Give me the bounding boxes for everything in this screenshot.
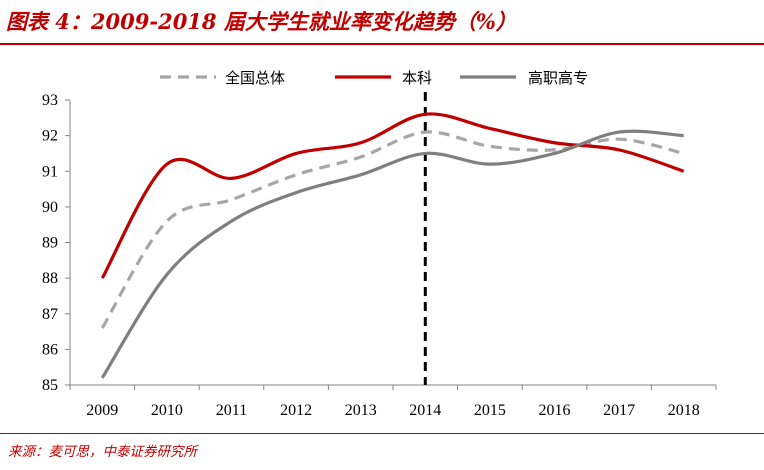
x-tick-label: 2010 bbox=[151, 402, 183, 419]
legend: 全国总体 本科 高职高专 bbox=[160, 69, 588, 87]
x-tick-label: 2017 bbox=[603, 402, 635, 419]
title-divider bbox=[0, 43, 764, 45]
legend-label-vocational: 高职高专 bbox=[528, 69, 588, 87]
x-tick-label: 2018 bbox=[668, 402, 700, 419]
axes: 85 86 87 88 89 90 91 92 93 2009 2010 2011 2012 2013 20… bbox=[42, 92, 717, 419]
y-tick-label: 89 bbox=[42, 235, 58, 252]
source-divider bbox=[0, 433, 764, 434]
x-tick-label: 2016 bbox=[539, 402, 571, 419]
y-tick-label: 92 bbox=[42, 128, 58, 145]
series-lines bbox=[100, 112, 685, 379]
x-tick-label: 2013 bbox=[345, 402, 377, 419]
y-tick-label: 87 bbox=[42, 306, 58, 323]
x-tick-label: 2012 bbox=[280, 402, 312, 419]
x-tick-label: 2015 bbox=[474, 402, 506, 419]
y-tick-label: 93 bbox=[42, 92, 58, 109]
series-line-undergraduate bbox=[100, 112, 685, 279]
chart-title: 图表 4：2009-2018 届大学生就业率变化趋势（%） bbox=[6, 9, 517, 34]
legend-label-overall: 全国总体 bbox=[225, 69, 285, 87]
x-tick-label: 2011 bbox=[216, 402, 247, 419]
y-tick-label: 90 bbox=[42, 199, 58, 216]
y-tick-label: 85 bbox=[42, 377, 58, 394]
source-note: 来源：麦可思，中泰证券研究所 bbox=[8, 444, 197, 460]
y-tick-label: 91 bbox=[42, 163, 58, 180]
series-line-vocational bbox=[100, 129, 684, 379]
y-tick-label: 86 bbox=[42, 341, 58, 358]
y-tick-label: 88 bbox=[42, 270, 58, 287]
x-tick-label: 2014 bbox=[409, 402, 441, 419]
line-chart: 全国总体 本科 高职高专 85 86 87 88 89 90 91 92 93 2009 2010 201… bbox=[42, 69, 717, 419]
x-tick-label: 2009 bbox=[86, 402, 118, 419]
legend-label-undergraduate: 本科 bbox=[402, 69, 432, 87]
